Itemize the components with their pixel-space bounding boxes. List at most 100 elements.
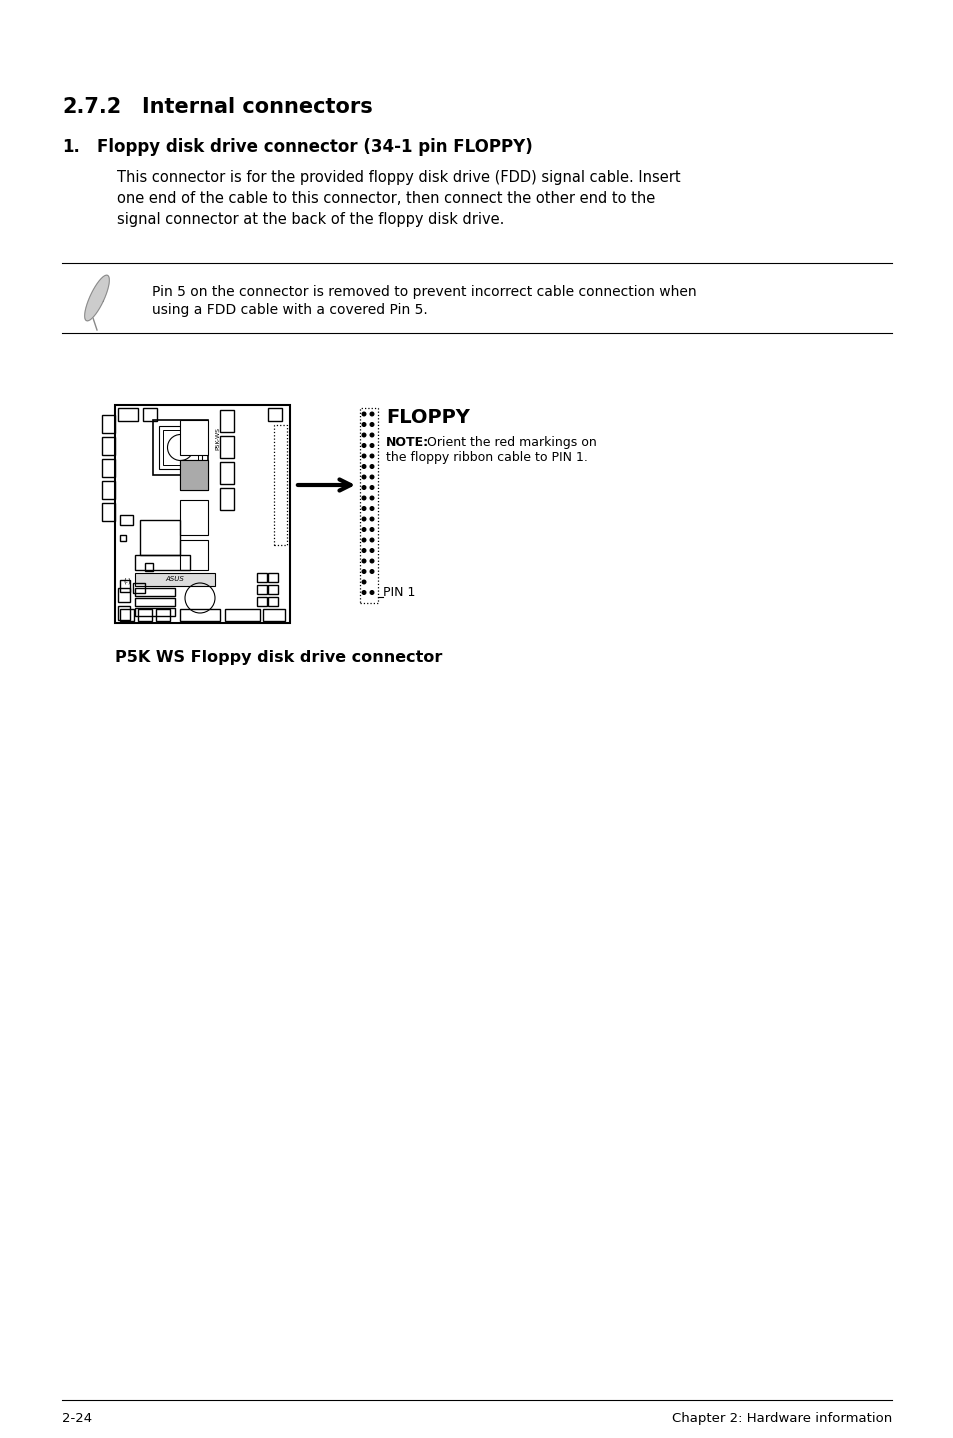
- Bar: [102, 459, 115, 477]
- Bar: [163, 430, 198, 464]
- Circle shape: [362, 464, 365, 469]
- Bar: [180, 460, 208, 490]
- Bar: [135, 555, 190, 569]
- Circle shape: [370, 518, 374, 521]
- Circle shape: [370, 496, 374, 500]
- Text: This connector is for the provided floppy disk drive (FDD) signal cable. Insert: This connector is for the provided flopp…: [117, 170, 679, 186]
- Circle shape: [362, 580, 365, 584]
- Circle shape: [362, 591, 365, 594]
- Text: 2.7.2: 2.7.2: [62, 96, 121, 116]
- Text: Pin 5 on the connector is removed to prevent incorrect cable connection when: Pin 5 on the connector is removed to pre…: [152, 285, 696, 299]
- Text: using a FDD cable with a covered Pin 5.: using a FDD cable with a covered Pin 5.: [152, 303, 427, 316]
- Bar: [256, 585, 267, 594]
- Bar: [135, 608, 174, 615]
- Bar: [159, 426, 202, 469]
- Text: one end of the cable to this connector, then connect the other end to the: one end of the cable to this connector, …: [117, 191, 655, 206]
- Bar: [135, 598, 174, 605]
- Bar: [120, 610, 133, 621]
- Circle shape: [362, 433, 365, 437]
- Bar: [138, 610, 152, 621]
- Text: PIN 1: PIN 1: [382, 587, 415, 600]
- Circle shape: [370, 444, 374, 447]
- Bar: [135, 588, 174, 595]
- Circle shape: [362, 413, 365, 416]
- Bar: [180, 460, 208, 490]
- Text: Internal connectors: Internal connectors: [142, 96, 373, 116]
- Text: NOTE:: NOTE:: [386, 436, 429, 449]
- Circle shape: [370, 475, 374, 479]
- Polygon shape: [85, 275, 110, 321]
- Circle shape: [362, 569, 365, 574]
- Bar: [120, 580, 130, 592]
- Circle shape: [370, 433, 374, 437]
- Bar: [359, 408, 377, 603]
- Bar: [143, 408, 157, 421]
- Text: Floppy disk drive connector (34-1 pin FLOPPY): Floppy disk drive connector (34-1 pin FL…: [97, 138, 532, 155]
- Bar: [102, 437, 115, 454]
- Bar: [268, 572, 277, 582]
- Circle shape: [370, 591, 374, 594]
- Text: signal connector at the back of the floppy disk drive.: signal connector at the back of the flop…: [117, 211, 504, 227]
- Circle shape: [370, 454, 374, 457]
- Circle shape: [370, 464, 374, 469]
- Circle shape: [370, 506, 374, 510]
- Bar: [268, 585, 277, 594]
- Circle shape: [370, 486, 374, 489]
- Bar: [256, 572, 267, 582]
- Bar: [102, 416, 115, 433]
- Text: FLOPPY: FLOPPY: [386, 408, 470, 427]
- Text: P5K WS Floppy disk drive connector: P5K WS Floppy disk drive connector: [115, 650, 442, 664]
- Bar: [120, 515, 132, 525]
- Text: the floppy ribbon cable to PIN 1.: the floppy ribbon cable to PIN 1.: [386, 452, 587, 464]
- Circle shape: [370, 569, 374, 574]
- Text: ASUS: ASUS: [166, 577, 184, 582]
- Bar: [115, 406, 290, 623]
- Bar: [268, 597, 277, 605]
- Bar: [118, 588, 130, 603]
- Bar: [274, 426, 287, 545]
- Circle shape: [370, 538, 374, 542]
- Bar: [140, 521, 180, 555]
- Circle shape: [370, 549, 374, 552]
- Bar: [180, 420, 208, 454]
- Bar: [220, 436, 233, 457]
- Text: Orient the red markings on: Orient the red markings on: [422, 436, 597, 449]
- Bar: [256, 597, 267, 605]
- Text: P5K-WS: P5K-WS: [215, 427, 220, 450]
- Text: 2-24: 2-24: [62, 1412, 92, 1425]
- Bar: [220, 487, 233, 510]
- Circle shape: [370, 528, 374, 531]
- Circle shape: [370, 423, 374, 426]
- Bar: [220, 410, 233, 431]
- Circle shape: [362, 423, 365, 426]
- Bar: [132, 582, 145, 592]
- Bar: [268, 408, 282, 421]
- Bar: [102, 503, 115, 521]
- Circle shape: [362, 549, 365, 552]
- Circle shape: [370, 559, 374, 562]
- Bar: [220, 462, 233, 485]
- Circle shape: [370, 413, 374, 416]
- Bar: [225, 610, 260, 621]
- Bar: [118, 605, 130, 620]
- Circle shape: [362, 528, 365, 531]
- Circle shape: [362, 444, 365, 447]
- Circle shape: [362, 559, 365, 562]
- Bar: [135, 572, 214, 587]
- Circle shape: [362, 538, 365, 542]
- Bar: [102, 480, 115, 499]
- Circle shape: [362, 506, 365, 510]
- Text: (.): (.): [123, 577, 131, 584]
- Text: 1.: 1.: [62, 138, 80, 155]
- Text: Chapter 2: Hardware information: Chapter 2: Hardware information: [671, 1412, 891, 1425]
- Circle shape: [362, 475, 365, 479]
- Bar: [120, 535, 126, 541]
- Bar: [180, 610, 220, 621]
- FancyArrowPatch shape: [297, 479, 350, 490]
- Bar: [118, 408, 138, 421]
- Circle shape: [362, 486, 365, 489]
- Bar: [180, 500, 208, 535]
- Bar: [152, 420, 208, 475]
- Bar: [156, 610, 170, 621]
- Bar: [263, 610, 285, 621]
